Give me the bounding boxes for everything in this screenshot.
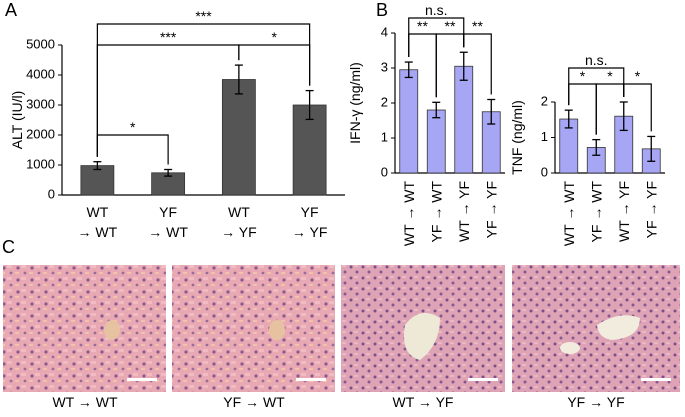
- significance-label: *: [130, 119, 136, 135]
- significance-label: ***: [160, 29, 177, 45]
- x-tick-label: YF: [301, 204, 319, 220]
- error-bar: [459, 51, 468, 81]
- x-tick-label: YF: [159, 204, 177, 220]
- error-bar: [592, 138, 601, 156]
- panel-label: C: [2, 237, 15, 257]
- y-tick-label: 1000: [26, 156, 55, 171]
- panel-label: A: [5, 0, 17, 20]
- error-bar: [305, 89, 314, 121]
- scale-bar: [468, 378, 498, 381]
- significance-label: **: [472, 18, 483, 34]
- y-tick-label: 1: [381, 129, 388, 144]
- y-axis-label: IFN-γ (ng/ml): [347, 62, 363, 144]
- y-tick-label: 2: [381, 94, 388, 109]
- bar: [426, 109, 446, 174]
- significance-bracket: [463, 33, 492, 95]
- significance-label: *: [607, 68, 613, 84]
- histology-panel: C WT → WT YF → WT WT → YF YF → YF: [2, 237, 680, 410]
- y-tick-label: 2000: [26, 126, 55, 141]
- x-tick-label: → YF: [221, 224, 257, 240]
- x-tick-label: YF → WT: [588, 181, 604, 243]
- y-tick-label: 0: [381, 164, 388, 179]
- x-tick-label: WT: [228, 204, 250, 220]
- significance-bracket: [96, 134, 169, 165]
- y-tick-label: 1: [541, 129, 548, 144]
- error-bar: [487, 98, 496, 125]
- vessel: [104, 320, 120, 340]
- x-tick-label: WT → YF: [456, 181, 472, 242]
- panel-label: B: [376, 0, 388, 20]
- y-tick-label: 3000: [26, 96, 55, 111]
- caption: YF → WT: [223, 394, 285, 410]
- x-tick-label: → WT: [78, 224, 118, 240]
- bar: [454, 65, 474, 174]
- caption: WT → WT: [52, 394, 118, 410]
- x-tick-label: YF → YF: [643, 181, 659, 238]
- significance-label: n.s.: [585, 52, 608, 68]
- error-bar: [619, 101, 628, 132]
- error-bar: [432, 101, 441, 119]
- error-bar: [234, 64, 243, 95]
- y-tick-label: 2: [541, 93, 548, 108]
- scale-bar: [296, 378, 326, 381]
- x-tick-label: YF → WT: [428, 181, 444, 243]
- x-tick-label: WT: [86, 204, 108, 220]
- y-tick-label: 5000: [26, 36, 55, 51]
- significance-label: **: [417, 18, 428, 34]
- bar: [221, 79, 256, 196]
- error-bar: [404, 61, 413, 79]
- significance-label: *: [272, 29, 278, 45]
- histology-image: [172, 265, 335, 392]
- y-axis-label: ALT (IU/l): [9, 91, 25, 150]
- significance-label: *: [580, 68, 586, 84]
- significance-label: **: [445, 18, 456, 34]
- y-tick-label: 4000: [26, 66, 55, 81]
- vessel: [404, 312, 440, 360]
- x-tick-label: WT → WT: [561, 181, 577, 247]
- significance-label: ***: [195, 8, 212, 24]
- y-tick-label: 4: [381, 24, 388, 39]
- error-bar: [564, 109, 573, 129]
- y-tick-label: 0: [541, 164, 548, 179]
- x-tick-label: → YF: [292, 224, 328, 240]
- x-tick-label: WT → WT: [401, 181, 417, 247]
- error-bar: [164, 168, 173, 177]
- y-tick-label: 3: [381, 59, 388, 74]
- caption: YF → YF: [567, 394, 624, 410]
- significance-bracket: [96, 23, 311, 157]
- vessel: [560, 342, 580, 354]
- error-bar: [93, 161, 102, 171]
- histology-image: [512, 265, 680, 392]
- y-tick-label: 0: [48, 186, 55, 201]
- significance-label: n.s.: [425, 2, 448, 18]
- scale-bar: [127, 378, 157, 381]
- vessel: [597, 315, 640, 340]
- x-tick-label: YF → YF: [483, 181, 499, 238]
- significance-label: *: [635, 68, 641, 84]
- histology-image: [3, 265, 166, 392]
- bar: [399, 69, 419, 174]
- y-axis-label: TNF (ng/ml): [509, 100, 525, 175]
- x-tick-label: WT → YF: [616, 181, 632, 242]
- vessel: [269, 320, 285, 340]
- significance-bracket: [238, 44, 311, 86]
- x-tick-label: → WT: [148, 224, 188, 240]
- caption: WT → YF: [393, 394, 454, 410]
- error-bar: [647, 135, 656, 162]
- significance-bracket: [623, 83, 652, 132]
- scale-bar: [641, 378, 671, 381]
